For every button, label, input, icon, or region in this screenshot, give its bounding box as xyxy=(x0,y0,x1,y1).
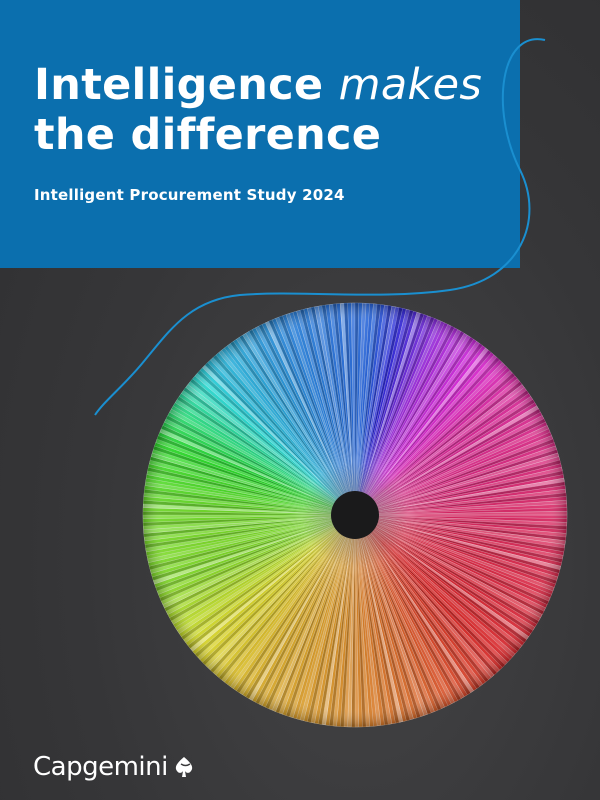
capgemini-logo: Capgemini xyxy=(33,752,197,782)
wheel-center-hole xyxy=(331,491,379,539)
title-word-intelligence: Intelligence xyxy=(34,60,324,110)
logo-wordmark: Capgemini xyxy=(33,752,168,782)
paper-fan-wheel xyxy=(142,302,568,728)
title-line-2: the difference xyxy=(34,110,382,160)
title-word-makes: makes xyxy=(338,60,483,110)
cover-subtitle: Intelligent Procurement Study 2024 xyxy=(34,186,345,204)
title-panel: Intelligence makes the difference Intell… xyxy=(0,0,520,268)
cover-title: Intelligence makes the difference xyxy=(34,60,482,160)
color-wheel-image xyxy=(140,300,570,730)
spade-icon xyxy=(175,757,193,777)
